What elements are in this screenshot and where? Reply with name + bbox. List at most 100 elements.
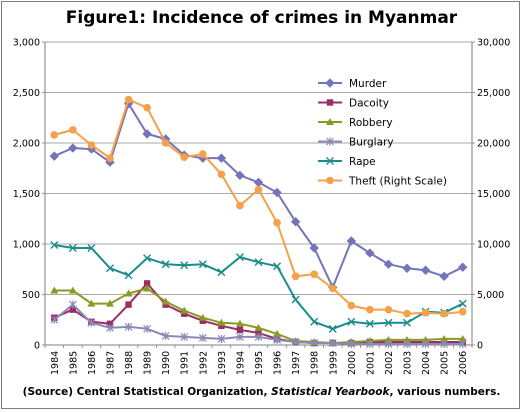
legend-label: Robbery (349, 117, 393, 129)
x-tick-label: 1985 (68, 351, 79, 375)
x-tick-label: 2000 (347, 351, 358, 375)
x-tick-label: 1984 (50, 351, 61, 375)
data-point (68, 143, 78, 153)
data-point (420, 265, 431, 275)
data-point (328, 324, 337, 333)
data-point (291, 295, 300, 304)
y-right-tick-label: 15,000 (477, 189, 510, 200)
data-point (218, 322, 225, 330)
y-left-tick-label: 3,000 (13, 38, 40, 49)
legend-marker (325, 78, 335, 88)
x-tick-label: 2002 (384, 351, 395, 375)
legend-label: Dacoity (349, 98, 389, 110)
legend-label: Murder (349, 78, 387, 90)
data-point (440, 334, 449, 342)
data-point (384, 318, 393, 327)
data-point (347, 301, 356, 310)
data-point (143, 284, 152, 292)
data-point (458, 307, 467, 316)
legend-entry: Burglary (318, 137, 394, 149)
legend-entry: Theft (Right Scale) (318, 176, 447, 188)
data-point (217, 170, 226, 179)
data-point (273, 262, 282, 271)
y-right-tick-label: 5,000 (477, 290, 504, 301)
data-point (142, 129, 152, 139)
data-point (403, 339, 411, 348)
data-point (290, 217, 301, 227)
x-tick-label: 1989 (143, 351, 154, 375)
data-point (402, 263, 412, 273)
data-point (106, 154, 114, 162)
x-tick-label: 1994 (235, 351, 246, 375)
x-tick-label: 2006 (458, 351, 469, 375)
data-point (383, 259, 394, 269)
legend-marker (326, 137, 334, 146)
data-point (162, 301, 169, 308)
data-point (180, 306, 189, 314)
source-prefix: (Source) Central Statistical Organizatio… (22, 386, 268, 398)
data-point (198, 260, 207, 269)
data-point (161, 297, 170, 305)
data-point (403, 318, 412, 327)
data-point (347, 317, 356, 326)
data-point (69, 126, 77, 134)
data-point (403, 309, 411, 318)
legend-marker (326, 118, 334, 125)
y-right-tick-label: 30,000 (477, 38, 510, 49)
y-left-tick-label: 0 (34, 341, 40, 352)
data-point (161, 139, 170, 147)
data-point (458, 262, 468, 272)
legend-marker (326, 157, 334, 165)
data-point (124, 271, 133, 280)
data-point (199, 150, 207, 158)
x-tick-label: 2001 (365, 351, 376, 375)
data-point (49, 151, 59, 161)
data-point (235, 319, 244, 327)
data-point (365, 339, 374, 348)
x-tick-label: 1999 (328, 351, 339, 375)
data-point (217, 268, 226, 277)
x-tick-label: 1988 (124, 351, 135, 375)
data-point (458, 339, 467, 348)
data-point (124, 289, 133, 297)
source-suffix: , various numbers. (389, 386, 501, 398)
data-point (236, 332, 244, 341)
source-publication: Statistical Yearbook (271, 386, 390, 398)
y-left-tick-label: 1,500 (13, 189, 40, 200)
data-point (346, 236, 357, 246)
legend-marker (326, 99, 334, 106)
data-point (87, 299, 96, 307)
data-point (143, 254, 152, 263)
data-point (143, 324, 152, 333)
data-point (161, 260, 170, 269)
data-point (87, 141, 96, 149)
data-point (291, 272, 300, 281)
data-point (50, 131, 59, 139)
y-left-tick-label: 2,500 (13, 88, 40, 99)
data-point (273, 335, 281, 344)
data-point (254, 185, 263, 194)
data-point (272, 187, 282, 198)
x-tick-label: 2005 (440, 351, 451, 375)
data-point (458, 299, 467, 308)
data-point (273, 218, 281, 227)
data-point (384, 339, 393, 348)
data-point (328, 284, 337, 293)
data-point (180, 153, 189, 161)
data-point (328, 338, 337, 347)
legend-entry: Rape (318, 156, 376, 168)
series-rape (50, 241, 467, 333)
data-point (458, 334, 467, 342)
data-point (273, 329, 282, 337)
legend-label: Burglary (349, 137, 394, 149)
data-point (236, 326, 244, 334)
x-tick-label: 1993 (217, 351, 228, 375)
source-note: (Source) Central Statistical Organizatio… (0, 386, 523, 398)
data-point (87, 244, 96, 253)
data-point (216, 153, 227, 163)
data-point (68, 300, 77, 309)
x-tick-label: 1995 (254, 351, 265, 375)
data-point (50, 315, 59, 324)
data-point (69, 306, 77, 313)
